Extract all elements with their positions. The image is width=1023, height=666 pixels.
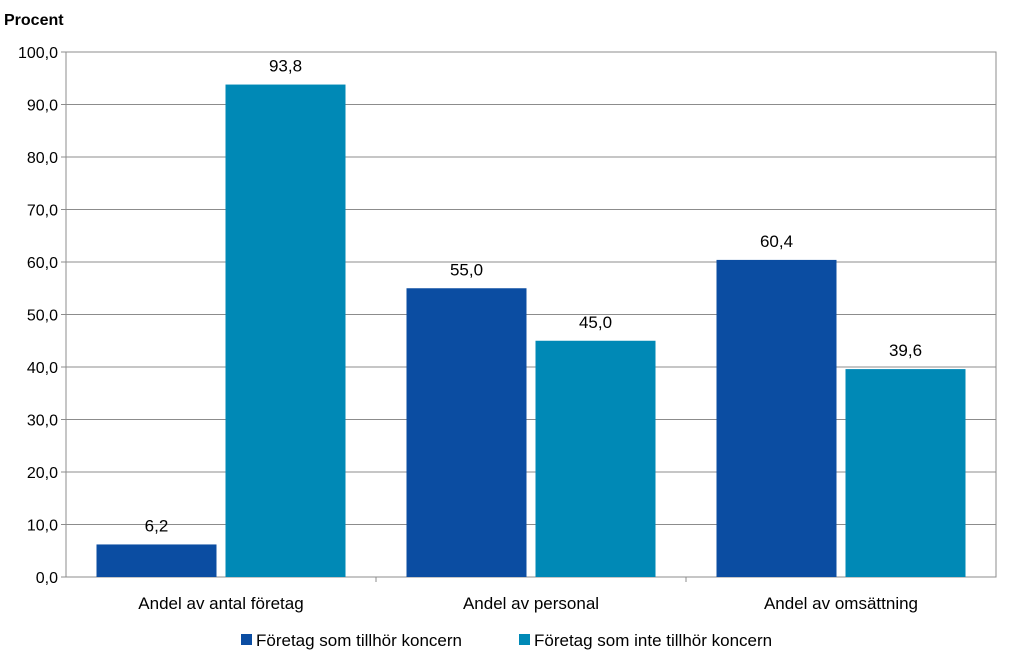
y-tick-label: 70,0 — [27, 203, 58, 220]
data-label: 93,8 — [269, 57, 302, 76]
y-tick-label: 10,0 — [27, 518, 58, 535]
category-label: Andel av personal — [463, 594, 599, 613]
category-label: Andel av omsättning — [764, 594, 918, 613]
data-label: 45,0 — [579, 313, 612, 332]
gridlines — [61, 51, 997, 582]
x-axis-categories: Andel av antal företag Andel av personal A… — [138, 594, 918, 613]
y-axis-ticks: 0,0 10,0 20,0 30,0 40,0 50,0 60,0 70,0 80,0 90,0 1… — [18, 45, 58, 587]
legend-label-series-1: Företag som tillhör koncern — [256, 631, 462, 650]
category-label: Andel av antal företag — [138, 594, 303, 613]
y-tick-label: 40,0 — [27, 360, 58, 377]
y-tick-label: 60,0 — [27, 255, 58, 272]
bar-1-2 — [406, 288, 527, 577]
bars — [96, 84, 966, 578]
data-label: 39,6 — [889, 341, 922, 360]
y-tick-label: 50,0 — [27, 308, 58, 325]
bar-1-3 — [716, 259, 837, 577]
bar-1-1 — [96, 544, 217, 577]
y-tick-label: 90,0 — [27, 98, 58, 115]
legend-swatch-series-1 — [241, 634, 252, 645]
legend-swatch-series-2 — [519, 634, 530, 645]
y-axis-title: Procent — [4, 12, 64, 29]
y-tick-label: 20,0 — [27, 465, 58, 482]
legend: Företag som tillhör koncern Företag som … — [241, 631, 772, 650]
data-label: 55,0 — [450, 260, 483, 279]
y-tick-label: 0,0 — [36, 570, 58, 587]
legend-label-series-2: Företag som inte tillhör koncern — [534, 631, 772, 650]
data-label: 60,4 — [760, 232, 793, 251]
bar-2-1 — [225, 84, 346, 578]
data-labels: 6,2 93,8 55,0 45,0 60,4 39,6 — [145, 57, 922, 536]
y-tick-label: 80,0 — [27, 150, 58, 167]
bar-2-2 — [535, 340, 656, 577]
y-tick-label: 30,0 — [27, 413, 58, 430]
data-label: 6,2 — [145, 516, 169, 535]
bar-2-3 — [845, 369, 966, 577]
y-tick-label: 100,0 — [18, 45, 58, 62]
